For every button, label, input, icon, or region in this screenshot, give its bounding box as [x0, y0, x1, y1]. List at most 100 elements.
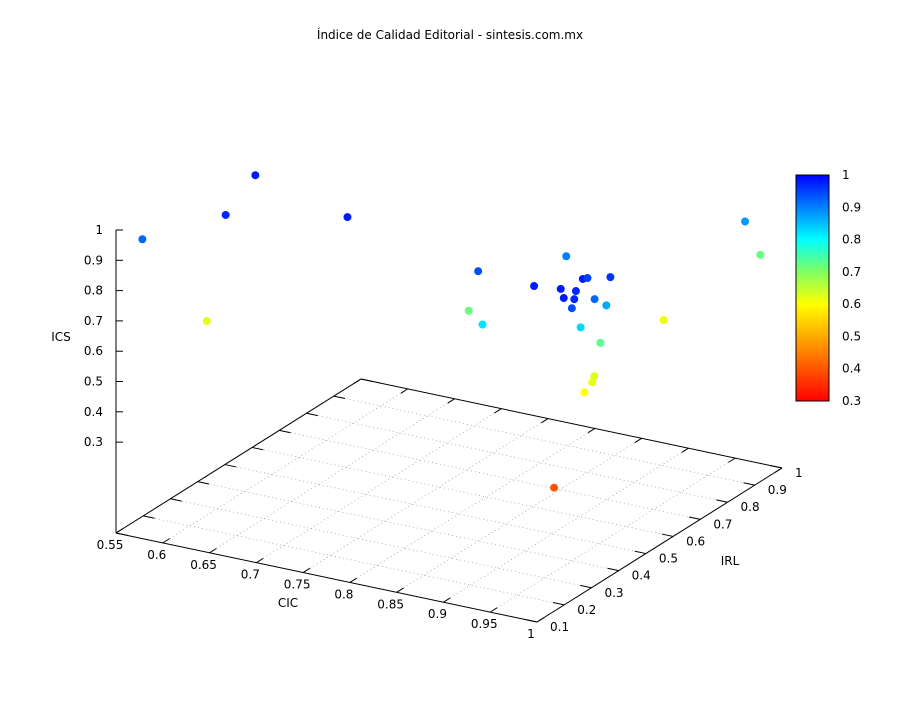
z-tick-label: 1	[95, 223, 103, 237]
data-point	[138, 235, 147, 244]
grid-line-y	[197, 481, 619, 572]
x-tick-label: 0.8	[334, 587, 353, 601]
y-tick-label: 0.5	[659, 552, 678, 566]
z-tick-label: 0.5	[84, 375, 103, 389]
colorbar-tick-label: 0.9	[842, 200, 861, 214]
y-axis-line	[536, 467, 783, 623]
y-axis-label: IRL	[721, 554, 740, 568]
data-point	[659, 316, 668, 325]
x-tick	[115, 528, 124, 534]
x-tick-mirror	[447, 398, 455, 404]
data-point	[478, 320, 487, 329]
y-tick	[689, 516, 701, 520]
x-tick-mirror	[587, 428, 596, 434]
base-edge-back	[360, 378, 783, 469]
x-tick	[162, 538, 170, 544]
x-tick	[349, 577, 357, 583]
base-edge-left	[115, 378, 362, 534]
x-tick-mirror	[353, 378, 362, 384]
z-tick-label: 0.4	[84, 405, 103, 419]
x-tick	[209, 548, 217, 554]
colorbar-tick-label: 0.7	[842, 265, 861, 279]
z-tick-label: 0.8	[84, 284, 103, 298]
y-tick-mirror	[306, 412, 318, 417]
grid-line-x	[396, 437, 642, 593]
y-tick-mirror	[170, 498, 182, 502]
colorbar-gradient	[795, 174, 830, 402]
y-tick-mirror	[197, 481, 209, 485]
x-tick-label: 0.95	[471, 617, 498, 631]
data-point	[606, 273, 615, 282]
x-tick	[489, 607, 498, 613]
data-points	[138, 171, 765, 492]
data-point	[343, 213, 352, 222]
grid-line-x	[162, 388, 408, 544]
x-tick-mirror	[728, 457, 736, 463]
data-point	[590, 295, 599, 304]
y-tick-mirror	[143, 515, 155, 519]
y-tick	[661, 533, 674, 537]
colorbar-tick-label: 0.5	[842, 329, 861, 343]
axes: 0.55 0.6 0.65 0.7 0.75 0.8 0.85 0.9 0.95 1 0.1 0.2 0…	[84, 174, 829, 641]
x-tick-label: 0.85	[377, 597, 404, 611]
grid-line-x	[443, 447, 689, 603]
data-point	[559, 294, 568, 303]
y-tick-mirror	[115, 532, 128, 536]
x-tick	[396, 587, 404, 593]
data-point	[530, 282, 539, 291]
data-point	[571, 287, 580, 296]
data-point	[221, 210, 230, 219]
y-tick-label: 0.3	[604, 586, 623, 600]
data-point	[580, 388, 589, 397]
grid-line-x	[302, 418, 549, 573]
y-tick-mirror	[252, 446, 264, 451]
y-tick-label: 1	[795, 466, 803, 480]
data-point	[741, 217, 750, 226]
x-axis-label: CIC	[278, 596, 298, 610]
z-axis-label: ICS	[51, 330, 71, 344]
colorbar-tick-label: 0.8	[842, 233, 861, 247]
y-tick-label: 0.2	[577, 603, 596, 617]
x-tick	[443, 597, 451, 603]
grid-line-x	[209, 398, 455, 554]
x-tick-label: 0.75	[284, 578, 311, 592]
y-tick	[716, 499, 728, 503]
x-tick-mirror	[494, 408, 502, 414]
x-tick-mirror	[541, 418, 549, 424]
grid-line-y	[279, 429, 701, 520]
x-tick-label: 0.65	[190, 558, 217, 572]
data-point	[562, 252, 571, 261]
data-point	[202, 317, 211, 326]
grid-line-x	[256, 408, 502, 564]
x-tick	[536, 617, 545, 623]
y-tick-label: 0.9	[768, 483, 787, 497]
grid-line-y	[306, 412, 728, 503]
y-tick	[552, 602, 565, 606]
colorbar: 0.3 0.4 0.5 0.6 0.7 0.8 0.9 1	[795, 168, 861, 408]
data-point	[570, 295, 579, 304]
data-point	[576, 323, 585, 332]
y-tick-mirror	[279, 429, 291, 434]
y-tick	[743, 482, 755, 486]
grid-line-y	[224, 464, 646, 554]
y-tick-label: 0.1	[550, 620, 569, 634]
grid-line-y	[170, 498, 592, 589]
x-tick-mirror	[774, 467, 783, 473]
x-axis-line	[115, 532, 538, 623]
data-point	[567, 304, 576, 313]
y-tick	[634, 550, 646, 555]
x-tick-label: 0.55	[97, 538, 124, 552]
x-tick-label: 0.7	[241, 568, 260, 582]
grid-line-y	[252, 447, 674, 537]
colorbar-tick-label: 1	[842, 168, 850, 182]
data-point	[602, 301, 611, 310]
data-point	[464, 306, 473, 315]
data-point	[583, 274, 592, 283]
z-tick-label: 0.9	[84, 253, 103, 267]
y-tick-label: 0.7	[713, 517, 732, 531]
x-tick-label: 1	[527, 627, 535, 641]
y-tick-mirror	[360, 378, 373, 382]
x-tick	[256, 557, 264, 564]
data-point	[596, 338, 605, 347]
